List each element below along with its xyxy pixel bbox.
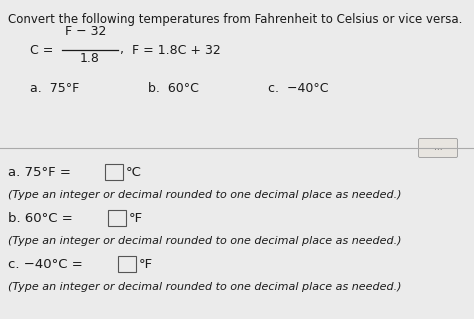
Text: b.  60°C: b. 60°C (148, 81, 199, 94)
Text: (Type an integer or decimal rounded to one decimal place as needed.): (Type an integer or decimal rounded to o… (8, 282, 401, 292)
Text: c.  −40°C: c. −40°C (268, 81, 328, 94)
FancyBboxPatch shape (105, 164, 123, 180)
Text: ...: ... (434, 144, 442, 152)
Text: a. 75°F =: a. 75°F = (8, 166, 75, 179)
Text: (Type an integer or decimal rounded to one decimal place as needed.): (Type an integer or decimal rounded to o… (8, 236, 401, 246)
Text: b. 60°C =: b. 60°C = (8, 211, 77, 225)
FancyBboxPatch shape (118, 256, 136, 272)
Text: ,: , (120, 43, 124, 56)
Text: c. −40°C =: c. −40°C = (8, 257, 87, 271)
Text: (Type an integer or decimal rounded to one decimal place as needed.): (Type an integer or decimal rounded to o… (8, 190, 401, 200)
Text: F − 32: F − 32 (65, 25, 106, 38)
FancyBboxPatch shape (419, 138, 457, 158)
Text: °C: °C (126, 166, 142, 179)
Text: a.  75°F: a. 75°F (30, 81, 79, 94)
Text: °F: °F (129, 211, 143, 225)
Text: °F: °F (139, 257, 153, 271)
FancyBboxPatch shape (108, 210, 126, 226)
Text: 1.8: 1.8 (80, 52, 100, 65)
Text: F = 1.8C + 32: F = 1.8C + 32 (132, 43, 221, 56)
Text: Convert the following temperatures from Fahrenheit to Celsius or vice versa.: Convert the following temperatures from … (8, 13, 462, 26)
Text: C =: C = (30, 43, 57, 56)
